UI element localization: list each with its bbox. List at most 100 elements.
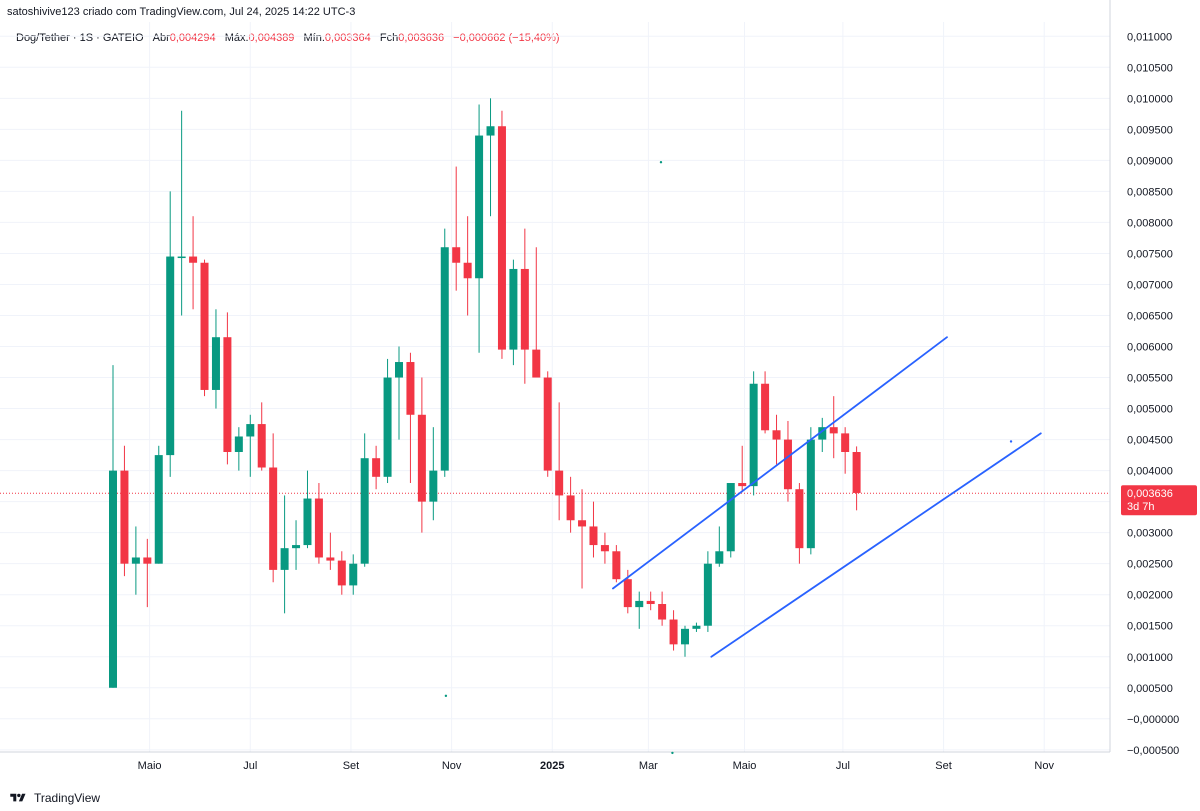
candle [509, 259, 518, 366]
candle [612, 545, 621, 583]
candle [120, 445, 129, 577]
candle-body [486, 126, 495, 136]
candle-body [841, 433, 850, 452]
candle [257, 402, 266, 471]
candle [360, 433, 369, 567]
candle-body [280, 548, 289, 570]
price-tag-price: 0,003636 [1127, 488, 1173, 500]
candle [246, 414, 255, 477]
candle-body [761, 383, 770, 431]
symbol-name[interactable]: Dog/Tether · 1S · GATEIO [16, 32, 144, 44]
y-tick-label: −0,000000 [1127, 714, 1179, 726]
candle [383, 358, 392, 484]
price-tag-countdown: 3d 7h [1127, 501, 1155, 513]
candle-body [360, 458, 369, 564]
candle [223, 312, 232, 465]
candle [555, 402, 564, 521]
candle [600, 532, 609, 564]
candle-body [211, 337, 220, 390]
y-tick-label: 0,000500 [1127, 683, 1173, 695]
candle [440, 228, 449, 477]
candle-body [669, 619, 678, 645]
candle-body [612, 551, 621, 580]
time-axis[interactable]: Maio Jul Set Nov 2025 Mar Maio Jul Set Nov [0, 751, 1110, 772]
candle-body [509, 268, 518, 350]
y-tick-label: 0,008000 [1127, 217, 1173, 229]
y-tick-label: 0,004500 [1127, 435, 1173, 447]
candles [109, 98, 861, 688]
candle [406, 352, 415, 484]
candle [738, 445, 747, 493]
candle-body [783, 439, 792, 490]
candle [314, 483, 323, 564]
y-tick-label: 0,005000 [1127, 404, 1173, 416]
y-tick-label: 0,004000 [1127, 466, 1173, 478]
candle [818, 417, 827, 452]
candle-body [635, 600, 644, 608]
candle [852, 446, 861, 511]
price-axis[interactable]: 0,011000 0,010500 0,010000 0,009500 0,009000… [1109, 0, 1179, 757]
marker-dot [659, 161, 663, 164]
candle [566, 476, 575, 533]
candle-body [292, 545, 301, 549]
candle-body [463, 262, 472, 279]
candle [372, 445, 381, 490]
candle [543, 371, 552, 477]
trendlines[interactable] [612, 336, 1042, 658]
candle [772, 414, 781, 465]
candle-body [703, 563, 712, 626]
channel-upper-trendline[interactable] [612, 336, 948, 590]
candle [234, 427, 243, 471]
candle-body [738, 483, 747, 487]
candle [395, 346, 403, 440]
candle [806, 427, 815, 555]
candle-body [795, 489, 804, 549]
y-tick-label: 0,009000 [1127, 155, 1173, 167]
channel-lower-trendline[interactable] [710, 432, 1042, 658]
candle-body [578, 520, 587, 527]
candle-body [166, 256, 175, 456]
tradingview-brand: TradingView [34, 791, 101, 805]
x-tick-label: Nov [442, 760, 462, 772]
low-label: Mín. [303, 32, 325, 44]
y-tick-label: 0,002000 [1127, 590, 1173, 602]
candle [154, 445, 163, 564]
y-tick-label: 0,006500 [1127, 310, 1173, 322]
candle [635, 591, 644, 629]
candle [417, 377, 426, 533]
candle-body [589, 526, 598, 546]
candle-body [600, 545, 609, 552]
y-tick-label: 0,002500 [1127, 559, 1173, 571]
candle [761, 371, 770, 434]
candle [795, 483, 804, 564]
change-value: −0,000662 (−15,40%) [453, 32, 560, 44]
x-tick-label: 2025 [540, 760, 564, 772]
price-tag-background [1121, 485, 1197, 516]
y-tick-label: −0,000500 [1127, 745, 1179, 757]
candle [269, 433, 278, 583]
candle [749, 371, 758, 496]
open-label: Abr [152, 32, 170, 44]
candle [463, 216, 472, 316]
candle [326, 532, 335, 570]
y-tick-label: 0,007500 [1127, 248, 1173, 260]
candle-body [520, 268, 529, 350]
candle-body [555, 470, 564, 496]
candle-body [772, 430, 781, 440]
candle-body [452, 247, 461, 263]
high-value: 0,004389 [248, 32, 295, 44]
candle-body [257, 424, 266, 468]
y-tick-label: 0,007000 [1127, 279, 1173, 291]
candle-body [120, 470, 129, 564]
candle [475, 104, 484, 353]
x-tick-label: Set [935, 760, 952, 772]
candle [211, 309, 220, 409]
y-tick-label: 0,001500 [1127, 621, 1173, 633]
grid [0, 22, 1110, 752]
x-tick-label: Jul [243, 760, 257, 772]
y-tick-label: 0,003000 [1127, 528, 1173, 540]
candle [486, 98, 495, 217]
candle-body [143, 557, 152, 564]
candle-body [726, 483, 735, 552]
